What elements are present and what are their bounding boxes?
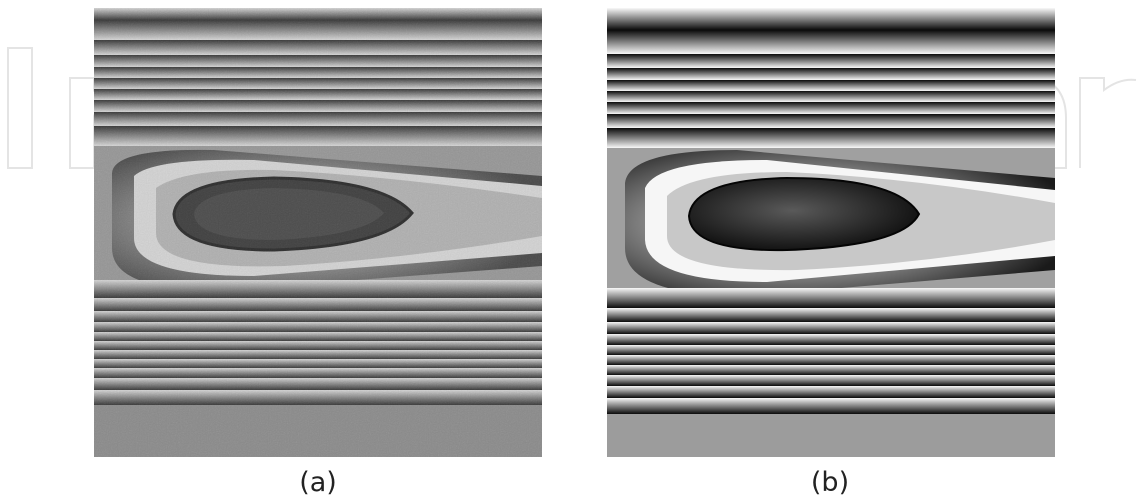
caption-b: (b)	[810, 467, 850, 498]
fringe-image-a	[94, 8, 542, 457]
caption-a: (a)	[299, 467, 337, 498]
fringe-image-b	[607, 8, 1055, 457]
